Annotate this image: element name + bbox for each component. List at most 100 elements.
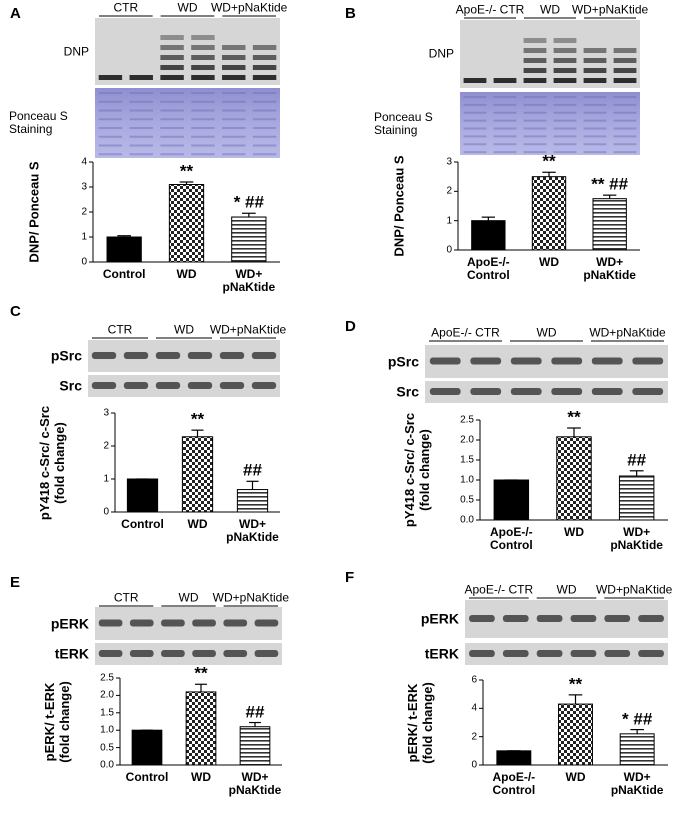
y-tick-label: 1.5	[100, 707, 114, 719]
blot-streak	[129, 118, 153, 121]
blot-streak	[98, 135, 123, 138]
blot-streak	[98, 153, 123, 156]
blot-band	[91, 352, 117, 359]
y-axis-label-line: pY418 c-Src/ c-Src	[402, 412, 418, 528]
blot-band	[98, 619, 123, 627]
blot-band	[160, 55, 184, 60]
blot-row-label: tERK	[424, 645, 459, 662]
y-tick-label: 2.0	[100, 689, 114, 701]
significance-label: **	[179, 161, 194, 181]
blot-streak	[129, 92, 153, 94]
blot-group-label: WD	[178, 590, 199, 605]
blot-streak	[463, 111, 487, 114]
y-axis-label: pERK/ t-ERK (fold change)	[42, 681, 73, 763]
blot-streak	[129, 127, 153, 129]
blot-streak	[222, 127, 246, 129]
y-axis-label-line: (fold change)	[417, 429, 432, 511]
blot-streak	[613, 119, 637, 122]
blot-group-label: WD+pNaKtide	[589, 325, 666, 340]
significance-label: ##	[243, 460, 262, 480]
blot-band	[251, 382, 277, 389]
blot-band	[160, 65, 184, 70]
blot-streak	[222, 100, 246, 103]
blot-streak	[252, 92, 277, 94]
bar	[106, 236, 142, 263]
blot-band	[502, 650, 529, 657]
y-axis-label-line: pERK/ t-ERK	[42, 682, 58, 761]
blot-band	[583, 68, 607, 73]
bar	[471, 220, 506, 251]
blot-band	[536, 650, 563, 657]
significance-label: ##	[627, 450, 647, 470]
blot-streak	[129, 153, 153, 156]
blot-streak	[493, 119, 517, 122]
blot-streak	[191, 144, 215, 147]
blot-band	[155, 352, 181, 359]
blot-group-label: WD+pNaKtide	[595, 582, 673, 597]
blot-image	[425, 345, 668, 378]
y-axis-label-line: (fold change)	[52, 421, 67, 504]
y-tick-label: 2.0	[460, 434, 474, 446]
blot-band	[252, 75, 277, 80]
blot-streak	[493, 103, 517, 106]
blot-band	[223, 619, 248, 627]
blot-streak	[523, 111, 547, 114]
blot-band	[223, 650, 248, 657]
blot-streak	[523, 103, 547, 106]
x-tick-label: WD+ pNaKtide	[610, 525, 663, 553]
blot-band	[604, 650, 631, 657]
x-tick-label: WD	[539, 255, 559, 269]
blot-streak	[493, 143, 517, 146]
blot-band	[91, 382, 117, 389]
x-tick-label: ApoE-/- Control	[490, 525, 533, 553]
x-tick-label: WD+ pNaKtide	[222, 267, 276, 295]
blot-streak	[523, 151, 547, 154]
blot-streak	[191, 127, 215, 129]
blot-streak	[160, 118, 184, 121]
panel-letter: B	[345, 4, 356, 22]
blot-band	[191, 55, 215, 60]
blot-streak	[613, 151, 637, 154]
blot-band	[129, 619, 154, 627]
blot-band	[252, 55, 277, 60]
blot-streak	[553, 119, 577, 122]
blot-streak	[523, 119, 547, 122]
y-tick-label: 1	[103, 473, 109, 485]
blot-group-label: ApoE-/- CTR	[431, 325, 500, 340]
y-tick-label: 0.5	[460, 494, 474, 506]
blot-streak	[98, 109, 123, 112]
blot-band	[470, 357, 502, 365]
blot-group-label: WD	[536, 325, 557, 340]
blot-band	[155, 382, 181, 389]
blot-band	[583, 48, 607, 53]
y-tick-label: 0.0	[100, 759, 114, 771]
blot-image	[95, 18, 280, 85]
blot-image	[460, 92, 640, 155]
bar	[231, 216, 267, 263]
blot-streak	[160, 109, 184, 112]
blot-streak	[493, 127, 517, 130]
blot-streak	[583, 151, 607, 154]
blot-row-label: pERK	[50, 614, 89, 631]
y-axis-label-line: pY418 c-Src/ c-Src	[37, 405, 53, 520]
blot-band	[187, 382, 213, 389]
blot-band	[583, 78, 607, 83]
blot-band	[591, 388, 623, 395]
blot-streak	[98, 100, 123, 103]
blot-band	[551, 357, 583, 365]
significance-label: **	[190, 409, 205, 429]
blot-image	[95, 607, 282, 640]
blot-band	[429, 357, 461, 365]
blot-streak	[160, 144, 184, 147]
blot-streak	[613, 103, 637, 106]
blot-streak	[493, 96, 517, 98]
blot-band	[570, 650, 597, 657]
y-tick-label: 0	[81, 256, 87, 268]
blot-streak	[613, 111, 637, 114]
blot-streak	[222, 153, 246, 156]
y-tick-label: 3	[81, 181, 87, 193]
y-tick-label: 2	[81, 206, 87, 218]
blot-streak	[463, 127, 487, 130]
blot-streak	[160, 153, 184, 156]
blot-band	[613, 78, 637, 83]
